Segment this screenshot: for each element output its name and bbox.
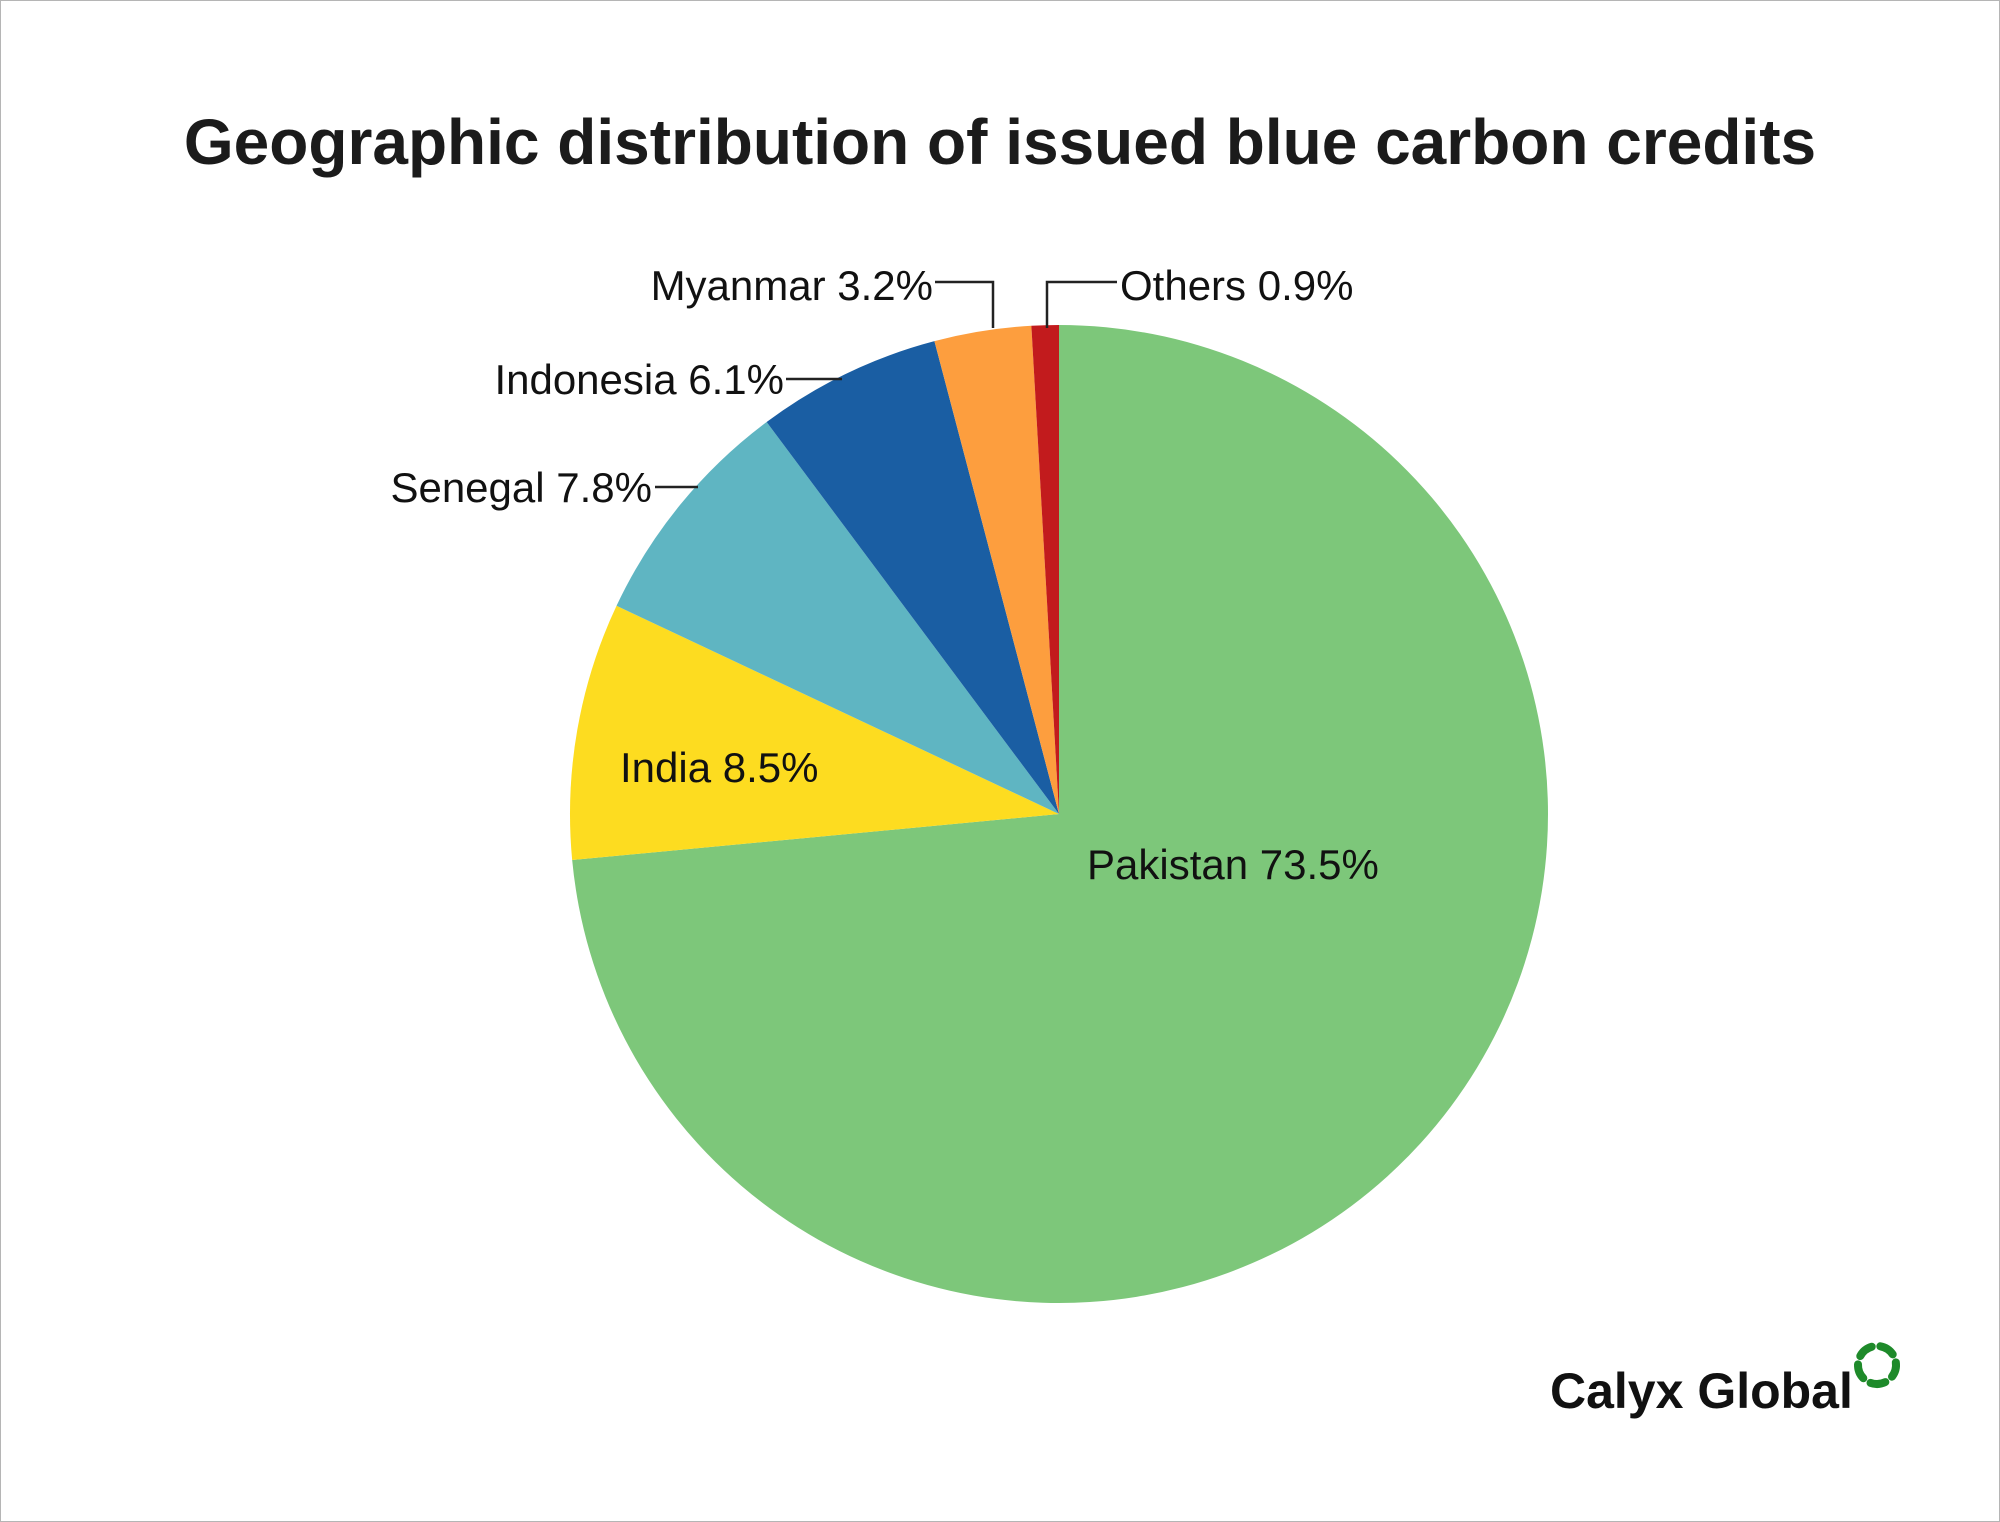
chart-title: Geographic distribution of issued blue c… — [183, 106, 1817, 178]
pie-slice-pakistan — [572, 325, 1548, 1303]
pie-slice-indonesia — [766, 341, 1059, 814]
logo-ring-segment — [1866, 1378, 1890, 1388]
label-others: Others 0.9% — [1120, 262, 1353, 309]
label-indonesia: Indonesia 6.1% — [494, 356, 784, 403]
logo-ring-segment — [1887, 1358, 1900, 1381]
pie-slice-others — [1031, 325, 1059, 814]
label-myanmar: Myanmar 3.2% — [651, 262, 933, 309]
brand-logo-text: Calyx Global — [1550, 1363, 1853, 1419]
label-pakistan: Pakistan 73.5% — [1087, 841, 1379, 888]
calyx-logo-icon — [1854, 1342, 1900, 1388]
logo-ring-segment — [1876, 1342, 1897, 1359]
pie-slice-india — [570, 605, 1059, 861]
leader-line-myanmar — [935, 280, 995, 328]
label-senegal: Senegal 7.8% — [390, 464, 652, 511]
pie-slice-myanmar — [934, 325, 1059, 814]
logo-ring-segment — [1856, 1342, 1876, 1361]
logo-ring-segment — [1854, 1360, 1868, 1383]
pie-slice-senegal — [616, 422, 1059, 814]
leader-line-others — [1045, 280, 1117, 328]
label-india: India 8.5% — [620, 744, 818, 791]
